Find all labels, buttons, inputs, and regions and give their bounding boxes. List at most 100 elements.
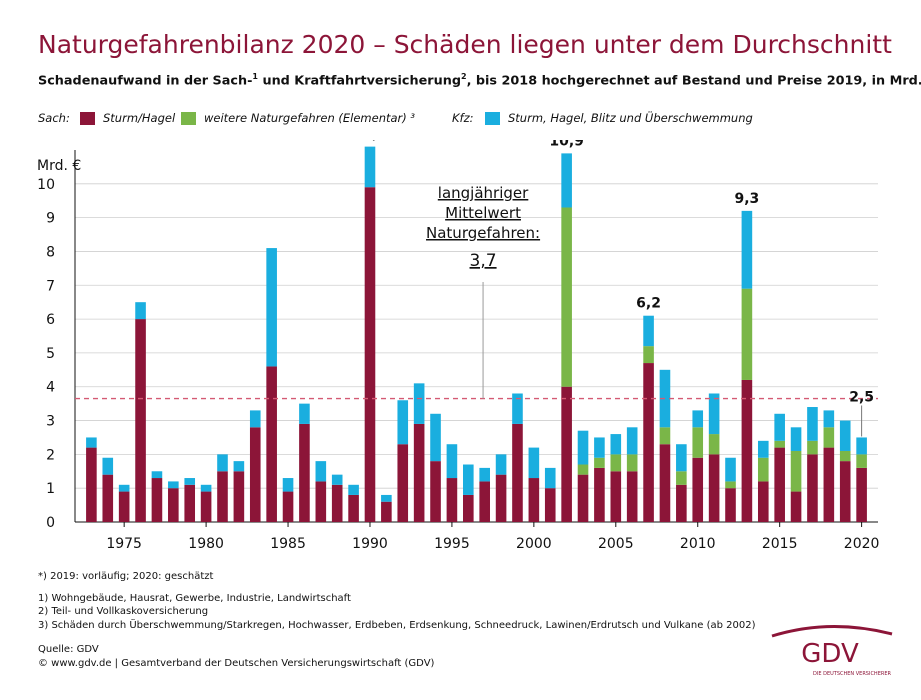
bar-elementar (839, 450, 851, 462)
bar-elementar (577, 464, 589, 475)
bar-kfz (823, 410, 835, 428)
y-tick-label: 10 (37, 177, 55, 193)
bar-sturm-hagel (233, 471, 245, 522)
bar-sturm-hagel (184, 484, 196, 522)
bar-kfz (282, 478, 294, 492)
bar-sturm-hagel (839, 461, 851, 522)
y-tick-label: 4 (46, 380, 55, 396)
bar-kfz (495, 454, 507, 475)
x-tick-label: 1980 (188, 536, 224, 552)
bar-kfz (200, 484, 212, 492)
bar-elementar (659, 427, 671, 445)
legend-sach-label: Sach: (38, 111, 70, 125)
bar-sturm-hagel (413, 423, 425, 522)
y-tick-label: 1 (46, 481, 55, 497)
bar-sturm-hagel (610, 471, 622, 522)
bar-elementar (790, 450, 802, 492)
bar-sturm-hagel (676, 484, 687, 522)
y-tick-label: 9 (46, 211, 55, 227)
bar-kfz (331, 474, 343, 485)
logo-text: GDV (801, 639, 859, 669)
logo-tagline: DIE DEUTSCHEN VERSICHERER (813, 671, 891, 677)
bar-sturm-hagel (364, 187, 376, 522)
data-label: 10,9 (549, 140, 584, 149)
bar-kfz (741, 210, 753, 289)
legend-kfz-label: Kfz: (452, 111, 474, 125)
bar-sturm-hagel (266, 366, 277, 522)
bar-sturm-hagel (856, 467, 867, 522)
bar-elementar (823, 427, 835, 448)
bar-sturm-hagel (446, 478, 458, 522)
bar-kfz (184, 478, 196, 485)
bar-kfz (266, 248, 277, 367)
bar-kfz (725, 457, 736, 482)
x-tick-label: 1995 (434, 536, 470, 552)
bar-kfz (807, 407, 818, 441)
bar-kfz (512, 393, 523, 424)
bar-sturm-hagel (479, 481, 490, 522)
bar-sturm-hagel (430, 461, 441, 522)
mean-value-label: 3,7 (470, 251, 497, 271)
bar-sturm-hagel (528, 478, 540, 522)
bar-kfz (790, 427, 802, 451)
bar-kfz (413, 383, 425, 424)
bar-sturm-hagel (151, 478, 163, 522)
bar-kfz (315, 461, 327, 482)
source: Quelle: GDV © www.gdv.de | Gesamtverband… (38, 643, 434, 671)
copyright-line: © www.gdv.de | Gesamtverband der Deutsch… (38, 658, 435, 669)
bar-sturm-hagel (86, 447, 97, 522)
bar-kfz (774, 413, 785, 441)
bar-kfz (692, 410, 704, 428)
footnotes: *) 2019: vorläufig; 2020: geschätzt 1) W… (38, 570, 756, 632)
bar-elementar (610, 454, 622, 472)
bar-elementar (692, 427, 704, 458)
bar-sturm-hagel (544, 488, 556, 522)
bar-kfz (364, 146, 376, 188)
bar-kfz (479, 467, 490, 482)
bar-sturm-hagel (757, 481, 769, 522)
bar-sturm-hagel (823, 447, 835, 522)
y-tick-label: 8 (46, 244, 55, 260)
bar-kfz (839, 420, 851, 451)
bar-kfz (643, 315, 654, 347)
y-tick-label: 6 (46, 312, 55, 328)
bar-sturm-hagel (135, 319, 146, 522)
bar-kfz (233, 461, 245, 472)
footnote-2: 2) Teil- und Vollkaskoversicherung (38, 606, 209, 618)
chart-title: Naturgefahrenbilanz 2020 – Schäden liege… (38, 30, 892, 59)
bar-kfz (856, 437, 867, 455)
x-tick-label: 1975 (106, 536, 142, 552)
bar-elementar (626, 454, 638, 472)
footnote-star: *) 2019: vorläufig; 2020: geschätzt (38, 571, 214, 582)
bar-kfz (610, 434, 622, 455)
bar-elementar (676, 471, 687, 485)
bar-elementar (643, 346, 654, 364)
legend-label-kfz: Sturm, Hagel, Blitz und Überschwemmung (508, 111, 753, 125)
legend-swatch-kfz (485, 111, 500, 125)
x-tick-label: 2000 (516, 536, 552, 552)
footnote-1: 1) Wohngebäude, Hausrat, Gewerbe, Indust… (38, 592, 351, 604)
bar-sturm-hagel (282, 491, 294, 522)
bar-sturm-hagel (512, 423, 523, 522)
bar-kfz (561, 153, 572, 208)
x-tick-label: 2010 (680, 536, 716, 552)
bar-sturm-hagel (168, 488, 179, 522)
y-tick-label: 2 (46, 447, 55, 463)
y-tick-label: 5 (46, 346, 55, 362)
y-tick-label: 7 (46, 278, 55, 294)
data-label: 11,1 (353, 140, 388, 143)
x-tick-label: 2015 (762, 536, 798, 552)
bar-kfz (118, 484, 130, 492)
bar-elementar (561, 207, 572, 387)
bar-kfz (676, 444, 687, 472)
bar-sturm-hagel (577, 474, 589, 522)
bar-sturm-hagel (299, 423, 310, 522)
bar-sturm-hagel (692, 457, 704, 522)
x-tick-label: 2005 (598, 536, 634, 552)
bar-kfz (577, 430, 589, 465)
footnote-3: 3) Schäden durch Überschwemmung/Starkreg… (38, 619, 756, 631)
bar-sturm-hagel (741, 379, 753, 522)
data-label: 2,5 (849, 389, 874, 405)
bar-kfz (446, 444, 458, 479)
y-axis-label: Mrd. € (37, 158, 81, 174)
